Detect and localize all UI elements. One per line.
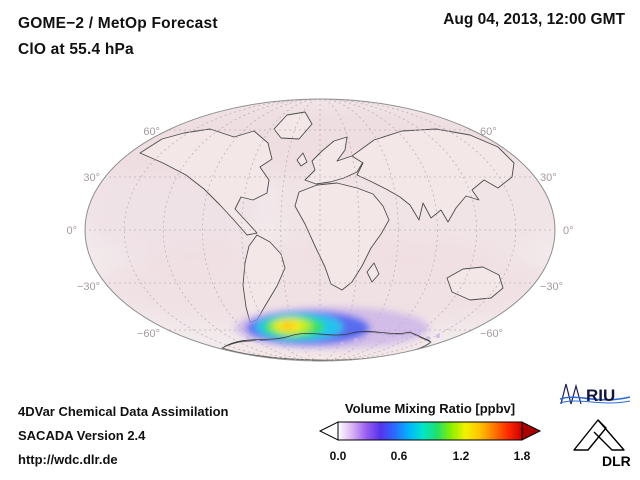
lat-label-left-60: 60° (143, 126, 160, 138)
credit-line1: 4DVar Chemical Data Assimilation (18, 404, 229, 419)
antarctica-coastline-overlay (223, 331, 431, 348)
latitude-labels: 60° 30° 0° −30° −60° 60° 30° 0° −30° −60… (66, 126, 573, 340)
credits-block: 4DVar Chemical Data Assimilation SACADA … (18, 400, 229, 472)
dlr-logo: DLR (573, 419, 631, 469)
continent-africa (294, 182, 390, 291)
riu-text: RIU (586, 386, 615, 405)
continent-europe (304, 136, 364, 185)
lat-label-right-60: 60° (480, 126, 497, 138)
colorbar-gradient-bar (337, 421, 523, 441)
colorbar-scale (318, 421, 542, 441)
map-boundary (84, 98, 556, 362)
plot-timestamp: Aug 04, 2013, 12:00 GMT (443, 11, 625, 28)
colorbar-tick-2: 1.2 (452, 449, 470, 463)
colorbar: Volume Mixing Ratio [ppbv] 0.0 0.6 1.2 1… (318, 401, 542, 465)
continent-asia (351, 128, 515, 223)
plot-title-block: GOME−2 / MetOp Forecast ClO at 55.4 hPa (18, 11, 218, 63)
colorbar-arrow-right-icon (521, 421, 542, 441)
credit-url: http://wdc.dlr.de (18, 452, 118, 467)
riu-wave-icon (559, 396, 631, 404)
lat-label-left-m60: −60° (137, 328, 160, 340)
continent-australia (446, 266, 504, 301)
lat-label-right-0: 0° (563, 225, 574, 237)
colorbar-arrow-left-icon (318, 421, 339, 441)
plot-title-line2: ClO at 55.4 hPa (18, 41, 134, 58)
lat-label-left-0: 0° (66, 225, 77, 237)
colorbar-tick-1: 0.6 (390, 449, 408, 463)
dlr-text: DLR (602, 453, 631, 469)
colorbar-tick-3: 1.8 (513, 449, 531, 463)
riu-logo: RIU (559, 383, 631, 405)
graticule (85, 99, 555, 361)
colorbar-title: Volume Mixing Ratio [ppbv] (344, 401, 516, 416)
lat-label-left-30: 30° (83, 172, 100, 184)
island-madagascar (366, 262, 380, 283)
lat-label-left-m30: −30° (77, 281, 100, 293)
island-greenland (273, 111, 313, 140)
colorbar-tick-0: 0.0 (329, 449, 347, 463)
lat-label-right-m30: −30° (540, 281, 563, 293)
colorbar-tick-labels: 0.0 0.6 1.2 1.8 (318, 449, 542, 465)
continents (139, 111, 515, 361)
clo-plume (235, 307, 429, 349)
lat-label-right-30: 30° (540, 172, 557, 184)
lat-label-right-m60: −60° (480, 328, 503, 340)
world-map: 60° 30° 0° −30° −60° 60° 30° 0° −30° −60… (66, 98, 574, 362)
continent-north-america (139, 128, 273, 236)
island-britain (296, 152, 308, 167)
credit-line2: SACADA Version 2.4 (18, 428, 146, 443)
dlr-mark-icon (573, 419, 625, 451)
plot-title-line1: GOME−2 / MetOp Forecast (18, 15, 218, 32)
